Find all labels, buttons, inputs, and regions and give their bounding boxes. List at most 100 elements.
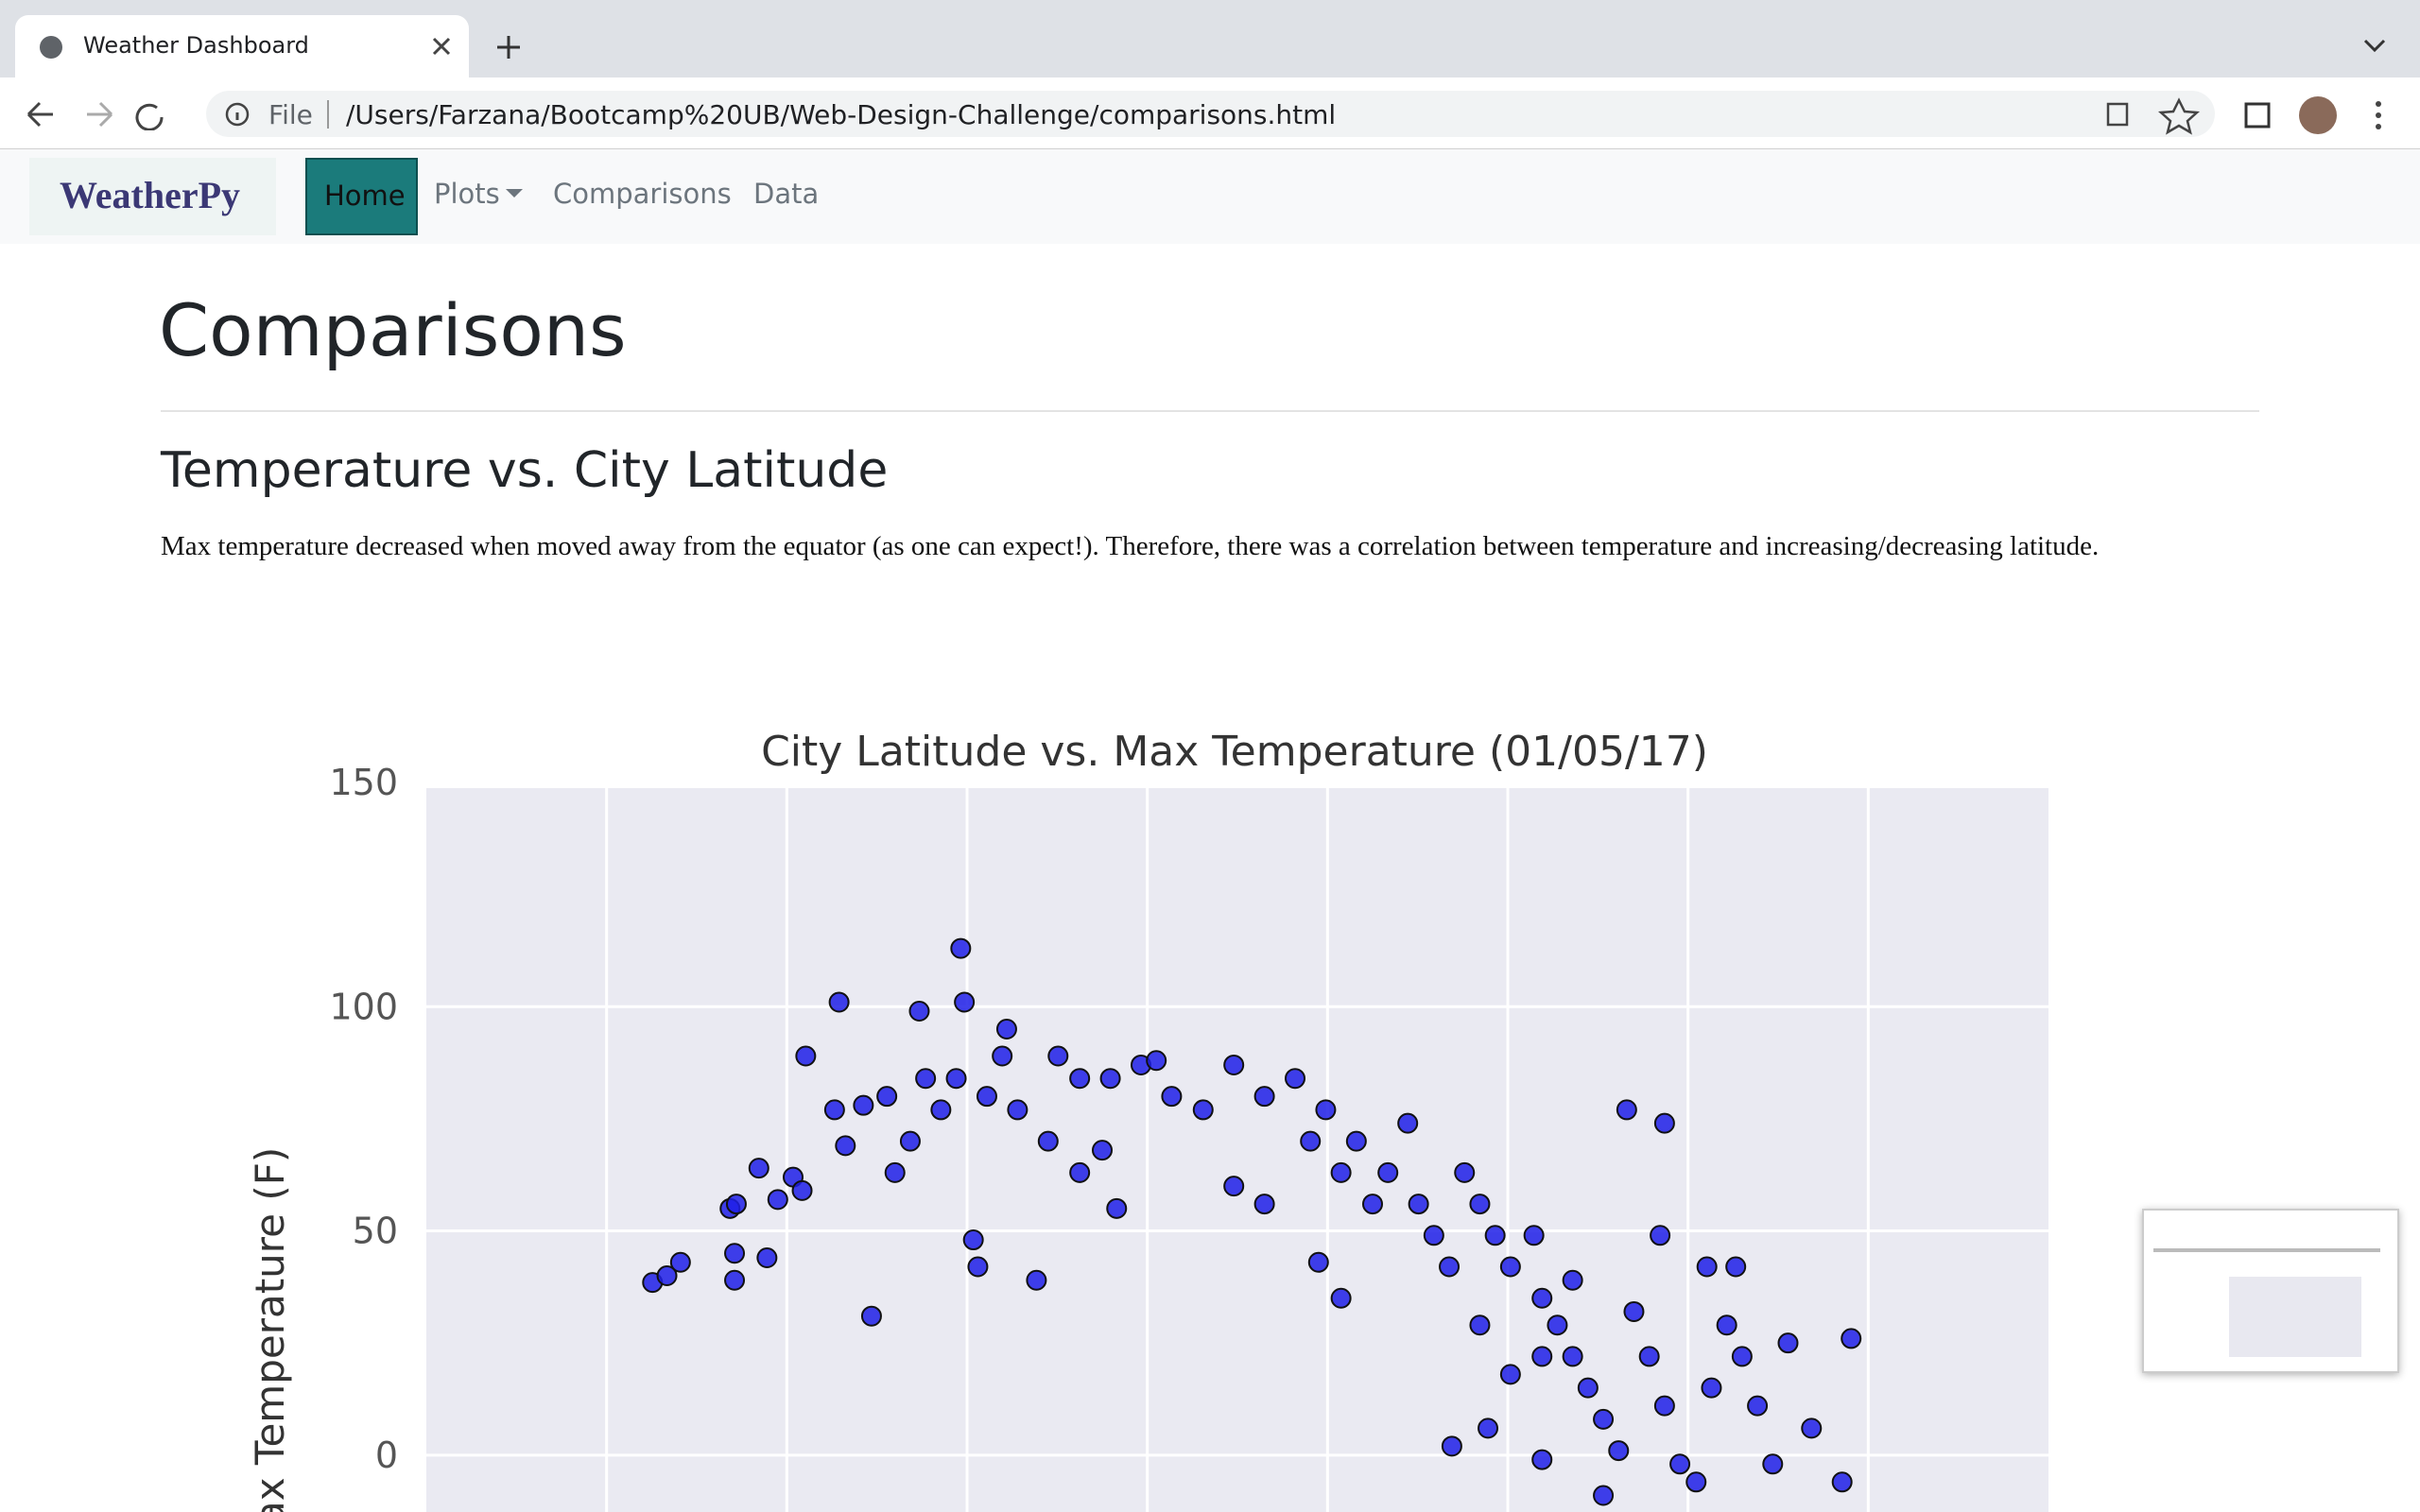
home-button[interactable]: [305, 158, 418, 235]
point: [1650, 1225, 1671, 1246]
brand-box: [29, 158, 276, 235]
point: [1577, 1377, 1599, 1399]
subheading: Temperature vs. City Latitude: [161, 442, 889, 499]
point: [1499, 1364, 1521, 1385]
nav-buttons[interactable]: [25, 98, 166, 130]
point: [1192, 1099, 1214, 1121]
point: [1408, 1194, 1429, 1215]
point: [823, 1099, 845, 1121]
point: [1685, 1471, 1707, 1493]
point: [1523, 1225, 1545, 1246]
point: [1531, 1449, 1553, 1470]
point: [930, 1099, 952, 1121]
rule: [161, 410, 2259, 412]
point: [1478, 1418, 1499, 1439]
point: [1731, 1346, 1753, 1367]
nav-item[interactable]: Data: [753, 178, 820, 210]
point: [835, 1135, 856, 1157]
y-tick-label: 150: [329, 762, 398, 803]
point: [1762, 1453, 1784, 1475]
point: [1623, 1300, 1645, 1322]
point: [884, 1161, 906, 1183]
point: [1069, 1161, 1091, 1183]
point: [1669, 1453, 1691, 1475]
point: [1300, 1130, 1322, 1152]
new-tab[interactable]: [495, 34, 522, 60]
point: [1092, 1140, 1113, 1161]
point: [1725, 1256, 1747, 1278]
close-tab[interactable]: [431, 36, 452, 57]
point: [724, 1269, 746, 1291]
info-icon: [225, 102, 250, 127]
point: [1307, 1251, 1329, 1273]
brand[interactable]: WeatherPy: [60, 174, 241, 216]
point: [853, 1094, 874, 1116]
point: [1007, 1099, 1028, 1121]
point: [1161, 1086, 1183, 1108]
point: [1037, 1130, 1059, 1152]
tab[interactable]: Weather Dashboard: [15, 15, 469, 77]
point: [1593, 1485, 1615, 1506]
point: [1099, 1068, 1121, 1090]
point: [1653, 1395, 1675, 1417]
point: [656, 1265, 678, 1286]
url-scheme: File: [268, 99, 313, 130]
point: [1047, 1045, 1069, 1067]
point: [669, 1251, 691, 1273]
url: /Users/Farzana/Bootcamp%20UB/Web-Design-…: [346, 99, 1337, 130]
point: [945, 1068, 967, 1090]
point: [724, 1243, 746, 1264]
point: [1285, 1068, 1306, 1090]
toolbar-icons[interactable]: [2099, 94, 2411, 136]
tab-menu[interactable]: [2363, 38, 2386, 53]
point: [950, 937, 972, 959]
heading: Comparisons: [159, 288, 627, 372]
paragraph: Max temperature decreased when moved awa…: [161, 531, 2100, 561]
point: [828, 991, 850, 1013]
point: [1454, 1161, 1476, 1183]
point: [1106, 1197, 1128, 1219]
chart-title: City Latitude vs. Max Temperature (01/05…: [761, 728, 1708, 776]
tab-preview[interactable]: [2142, 1209, 2399, 1373]
point: [1531, 1287, 1553, 1309]
point: [1616, 1099, 1637, 1121]
point: [748, 1158, 769, 1179]
point: [725, 1194, 747, 1215]
point: [1653, 1112, 1675, 1134]
point: [1716, 1314, 1737, 1336]
point: [1593, 1408, 1615, 1430]
point: [1562, 1269, 1583, 1291]
point: [1253, 1086, 1275, 1108]
point: [1608, 1440, 1630, 1462]
address-bar[interactable]: File /Users/Farzana/Bootcamp%20UB/Web-De…: [206, 91, 2215, 137]
nav-item[interactable]: Home: [324, 180, 406, 212]
point: [767, 1189, 788, 1211]
point: [1345, 1130, 1367, 1152]
point: [976, 1086, 997, 1108]
y-tick-label: 100: [329, 986, 398, 1027]
point: [1777, 1332, 1799, 1354]
point: [1069, 1068, 1091, 1090]
point: [1026, 1269, 1047, 1291]
point: [1441, 1435, 1462, 1457]
point: [1696, 1256, 1718, 1278]
preview-plot: [2229, 1277, 2361, 1357]
point: [1330, 1287, 1352, 1309]
nav-item[interactable]: Plots: [434, 178, 500, 210]
nav-item[interactable]: Comparisons: [553, 178, 732, 210]
point: [1701, 1377, 1722, 1399]
point: [1801, 1418, 1823, 1439]
point: [915, 1068, 937, 1090]
y-axis-label: Max Temperature (F): [247, 1147, 293, 1512]
globe-icon: [40, 36, 62, 59]
point: [1484, 1225, 1506, 1246]
point: [1531, 1346, 1553, 1367]
point: [967, 1256, 989, 1278]
point: [1562, 1346, 1583, 1367]
point: [1469, 1314, 1491, 1336]
point: [1747, 1395, 1769, 1417]
point: [1638, 1346, 1660, 1367]
point: [860, 1305, 882, 1327]
point: [1223, 1054, 1245, 1075]
